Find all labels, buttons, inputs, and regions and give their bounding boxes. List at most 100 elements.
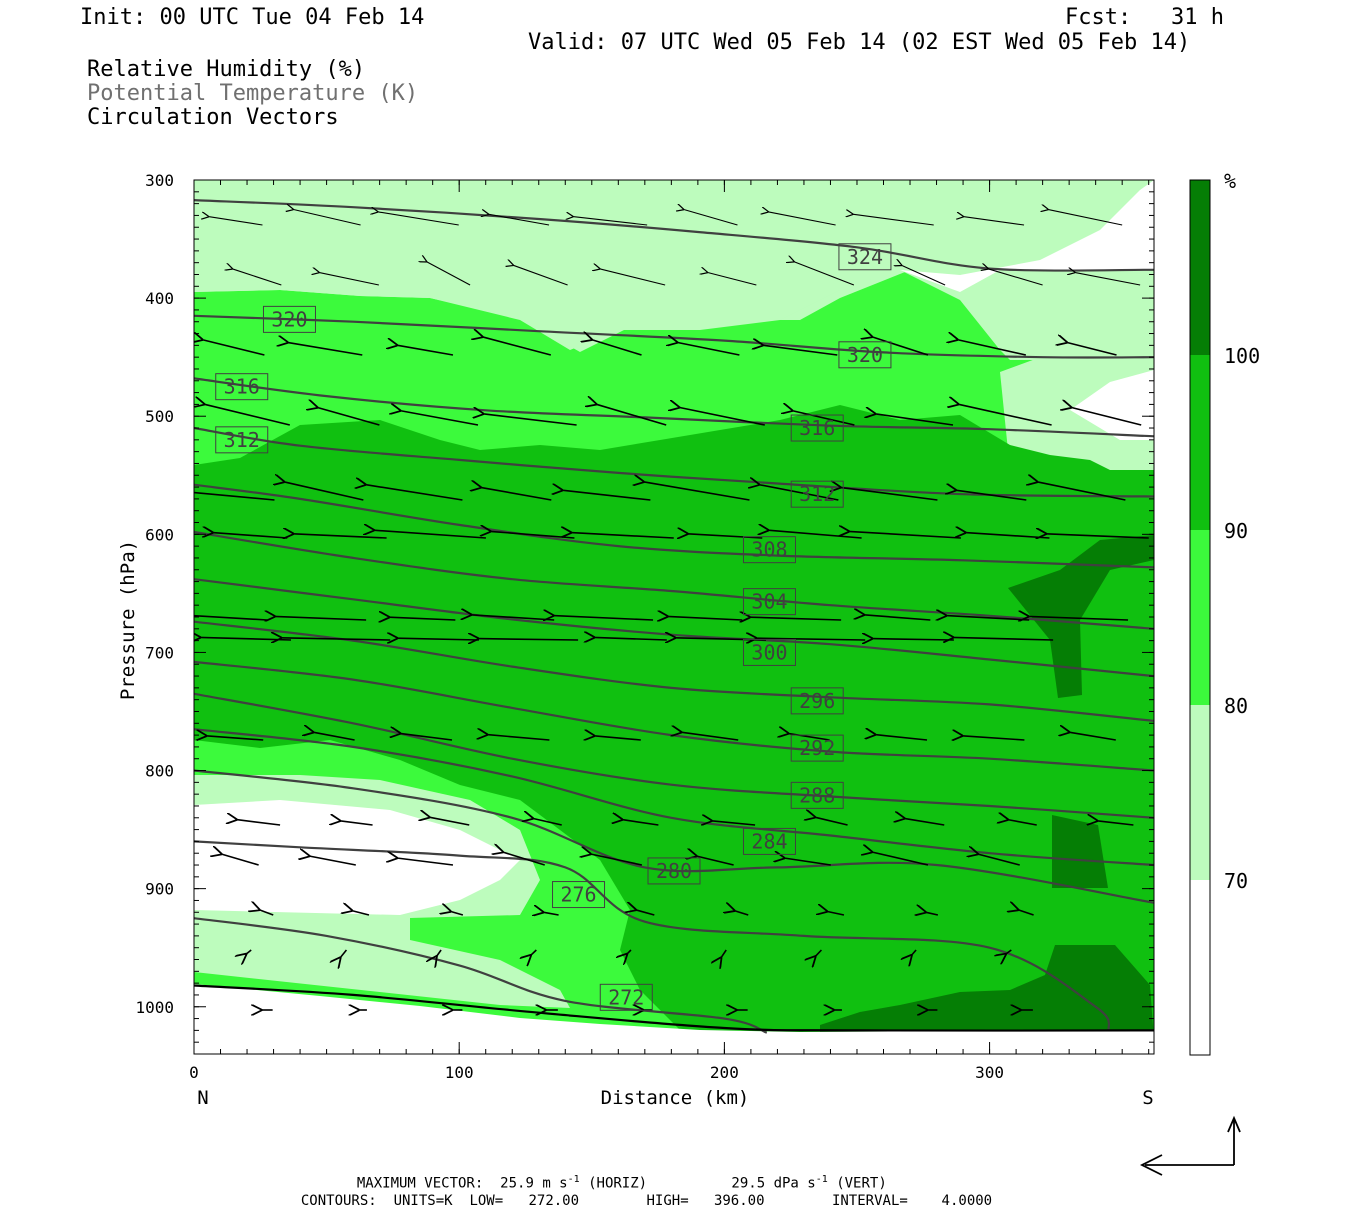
circulation-vector xyxy=(925,912,939,915)
isentrope-label-text: 288 xyxy=(799,783,835,807)
circulation-vector xyxy=(503,852,545,866)
circulation-vector xyxy=(1067,342,1117,356)
isentrope-label-box xyxy=(262,305,316,333)
isentrope-label-text: 296 xyxy=(799,689,835,713)
circulation-vector xyxy=(1046,534,1149,538)
circulation-vector xyxy=(667,616,743,620)
circulation-vector xyxy=(487,735,550,741)
circulation-vector xyxy=(1018,910,1034,916)
circulation-vector xyxy=(594,736,641,740)
contours-high-prefix: HIGH= xyxy=(646,1193,689,1209)
max-vertical-units: dPa s xyxy=(773,1175,816,1192)
isentrope-label: 288 xyxy=(790,781,844,809)
isentrope-312 xyxy=(194,426,1154,498)
isentrope-label-text: 304 xyxy=(751,590,787,614)
circulation-vector xyxy=(1069,732,1116,741)
reference-vector-horizontal-head xyxy=(1139,1154,1163,1176)
isentrope-label-text: 280 xyxy=(656,859,692,883)
circulation-vector xyxy=(553,616,654,620)
circulation-vector xyxy=(911,949,917,955)
circulation-vector xyxy=(287,342,363,356)
isentrope-label-layer: 324 320 320 316 316 312 312 308 304 300 296 292 288 2… xyxy=(215,243,892,1011)
circulation-vector xyxy=(707,272,757,286)
max-horizontal-value: 25.9 xyxy=(500,1175,534,1192)
circulation-vector xyxy=(482,337,552,356)
circulation-vector xyxy=(533,818,562,826)
contours-interval: 4.0000 xyxy=(941,1193,993,1209)
circulation-vector xyxy=(194,614,268,621)
circulation-vector xyxy=(956,490,1027,501)
isentrope-284 xyxy=(194,728,1154,867)
reference-vector xyxy=(1139,1115,1241,1176)
circulation-vector xyxy=(600,269,666,286)
circulation-vector xyxy=(872,337,929,356)
y-tick-label: 900 xyxy=(145,880,174,899)
circulation-vector xyxy=(206,736,264,740)
contours-interval-prefix: INTERVAL= xyxy=(831,1193,908,1209)
circulation-vector xyxy=(259,910,274,916)
isentrope-label: 316 xyxy=(215,373,269,401)
rh-clear-lower-left xyxy=(194,800,520,915)
circulation-vector xyxy=(317,407,380,426)
y-tick-label: 800 xyxy=(145,762,174,781)
legend-theta-title: Potential Temperature (K) xyxy=(87,81,419,106)
circulation-vector xyxy=(946,616,1030,620)
circulation-vector xyxy=(562,490,651,501)
circulation-vector xyxy=(319,272,379,286)
circulation-vector xyxy=(1071,407,1142,426)
legend-vectors-title: Circulation Vectors xyxy=(87,105,339,130)
circulation-vector xyxy=(202,340,265,356)
isentrope-label-box xyxy=(742,638,796,666)
max-vector-prefix: MAXIMUM VECTOR: xyxy=(356,1175,484,1192)
circulation-vector xyxy=(875,414,954,426)
isentrope-label-box xyxy=(599,983,653,1011)
circulation-vector xyxy=(400,733,453,741)
circulation-vector xyxy=(1028,616,1129,620)
rh-fill-layer xyxy=(194,180,1154,1054)
circulation-vector xyxy=(397,858,454,866)
isentrope-label-box xyxy=(742,588,796,616)
isentrope-label: 304 xyxy=(742,588,796,616)
reference-vector-vertical-head xyxy=(1227,1115,1241,1133)
circulation-vector xyxy=(246,949,252,954)
circulation-vector xyxy=(1075,272,1141,286)
circulation-vector xyxy=(281,638,391,640)
circulation-vector xyxy=(788,733,830,741)
circulation-vector xyxy=(592,340,642,356)
isentrope-label: 292 xyxy=(790,734,844,762)
circulation-vector xyxy=(904,818,945,826)
circulation-vector xyxy=(309,856,356,866)
circulation-vector xyxy=(827,911,845,916)
circulation-vector xyxy=(957,340,1027,356)
circulation-vector xyxy=(627,949,632,954)
circulation-vector xyxy=(275,616,367,620)
isentrope-label: 312 xyxy=(790,480,844,508)
circulation-vector xyxy=(429,817,470,826)
circulation-vector xyxy=(436,949,442,957)
init-time: Init: 00 UTC Tue 04 Feb 14 xyxy=(80,5,425,30)
circulation-vector xyxy=(677,342,740,356)
colorbar-bin-80 xyxy=(1190,530,1210,705)
rh-fill-100-c xyxy=(820,945,1154,1040)
circulation-vector xyxy=(875,735,928,741)
vert-label: (VERT) xyxy=(836,1175,887,1192)
colorbar-frame xyxy=(1189,179,1211,1056)
isentrope-304 xyxy=(194,530,1154,630)
circulation-vector xyxy=(221,854,259,866)
y-tick-label: 400 xyxy=(145,289,174,308)
isentrope-label-text: 312 xyxy=(799,482,835,506)
circulation-vector xyxy=(352,911,370,916)
circulation-vector xyxy=(872,852,929,866)
circulation-vector xyxy=(622,820,659,826)
isentrope-label-text: 284 xyxy=(751,829,787,853)
circulation-vector xyxy=(340,949,348,958)
isentrope-label-box xyxy=(790,781,844,809)
circulation-vector xyxy=(864,615,931,621)
rh-clear-below-surface xyxy=(194,984,1154,1054)
circulation-vector xyxy=(208,217,263,226)
circulation-vector xyxy=(365,485,463,501)
circulation-vector xyxy=(531,949,537,955)
y-tick-label: 700 xyxy=(145,643,174,662)
circulation-vector xyxy=(872,639,954,640)
circulation-vector xyxy=(543,912,559,915)
